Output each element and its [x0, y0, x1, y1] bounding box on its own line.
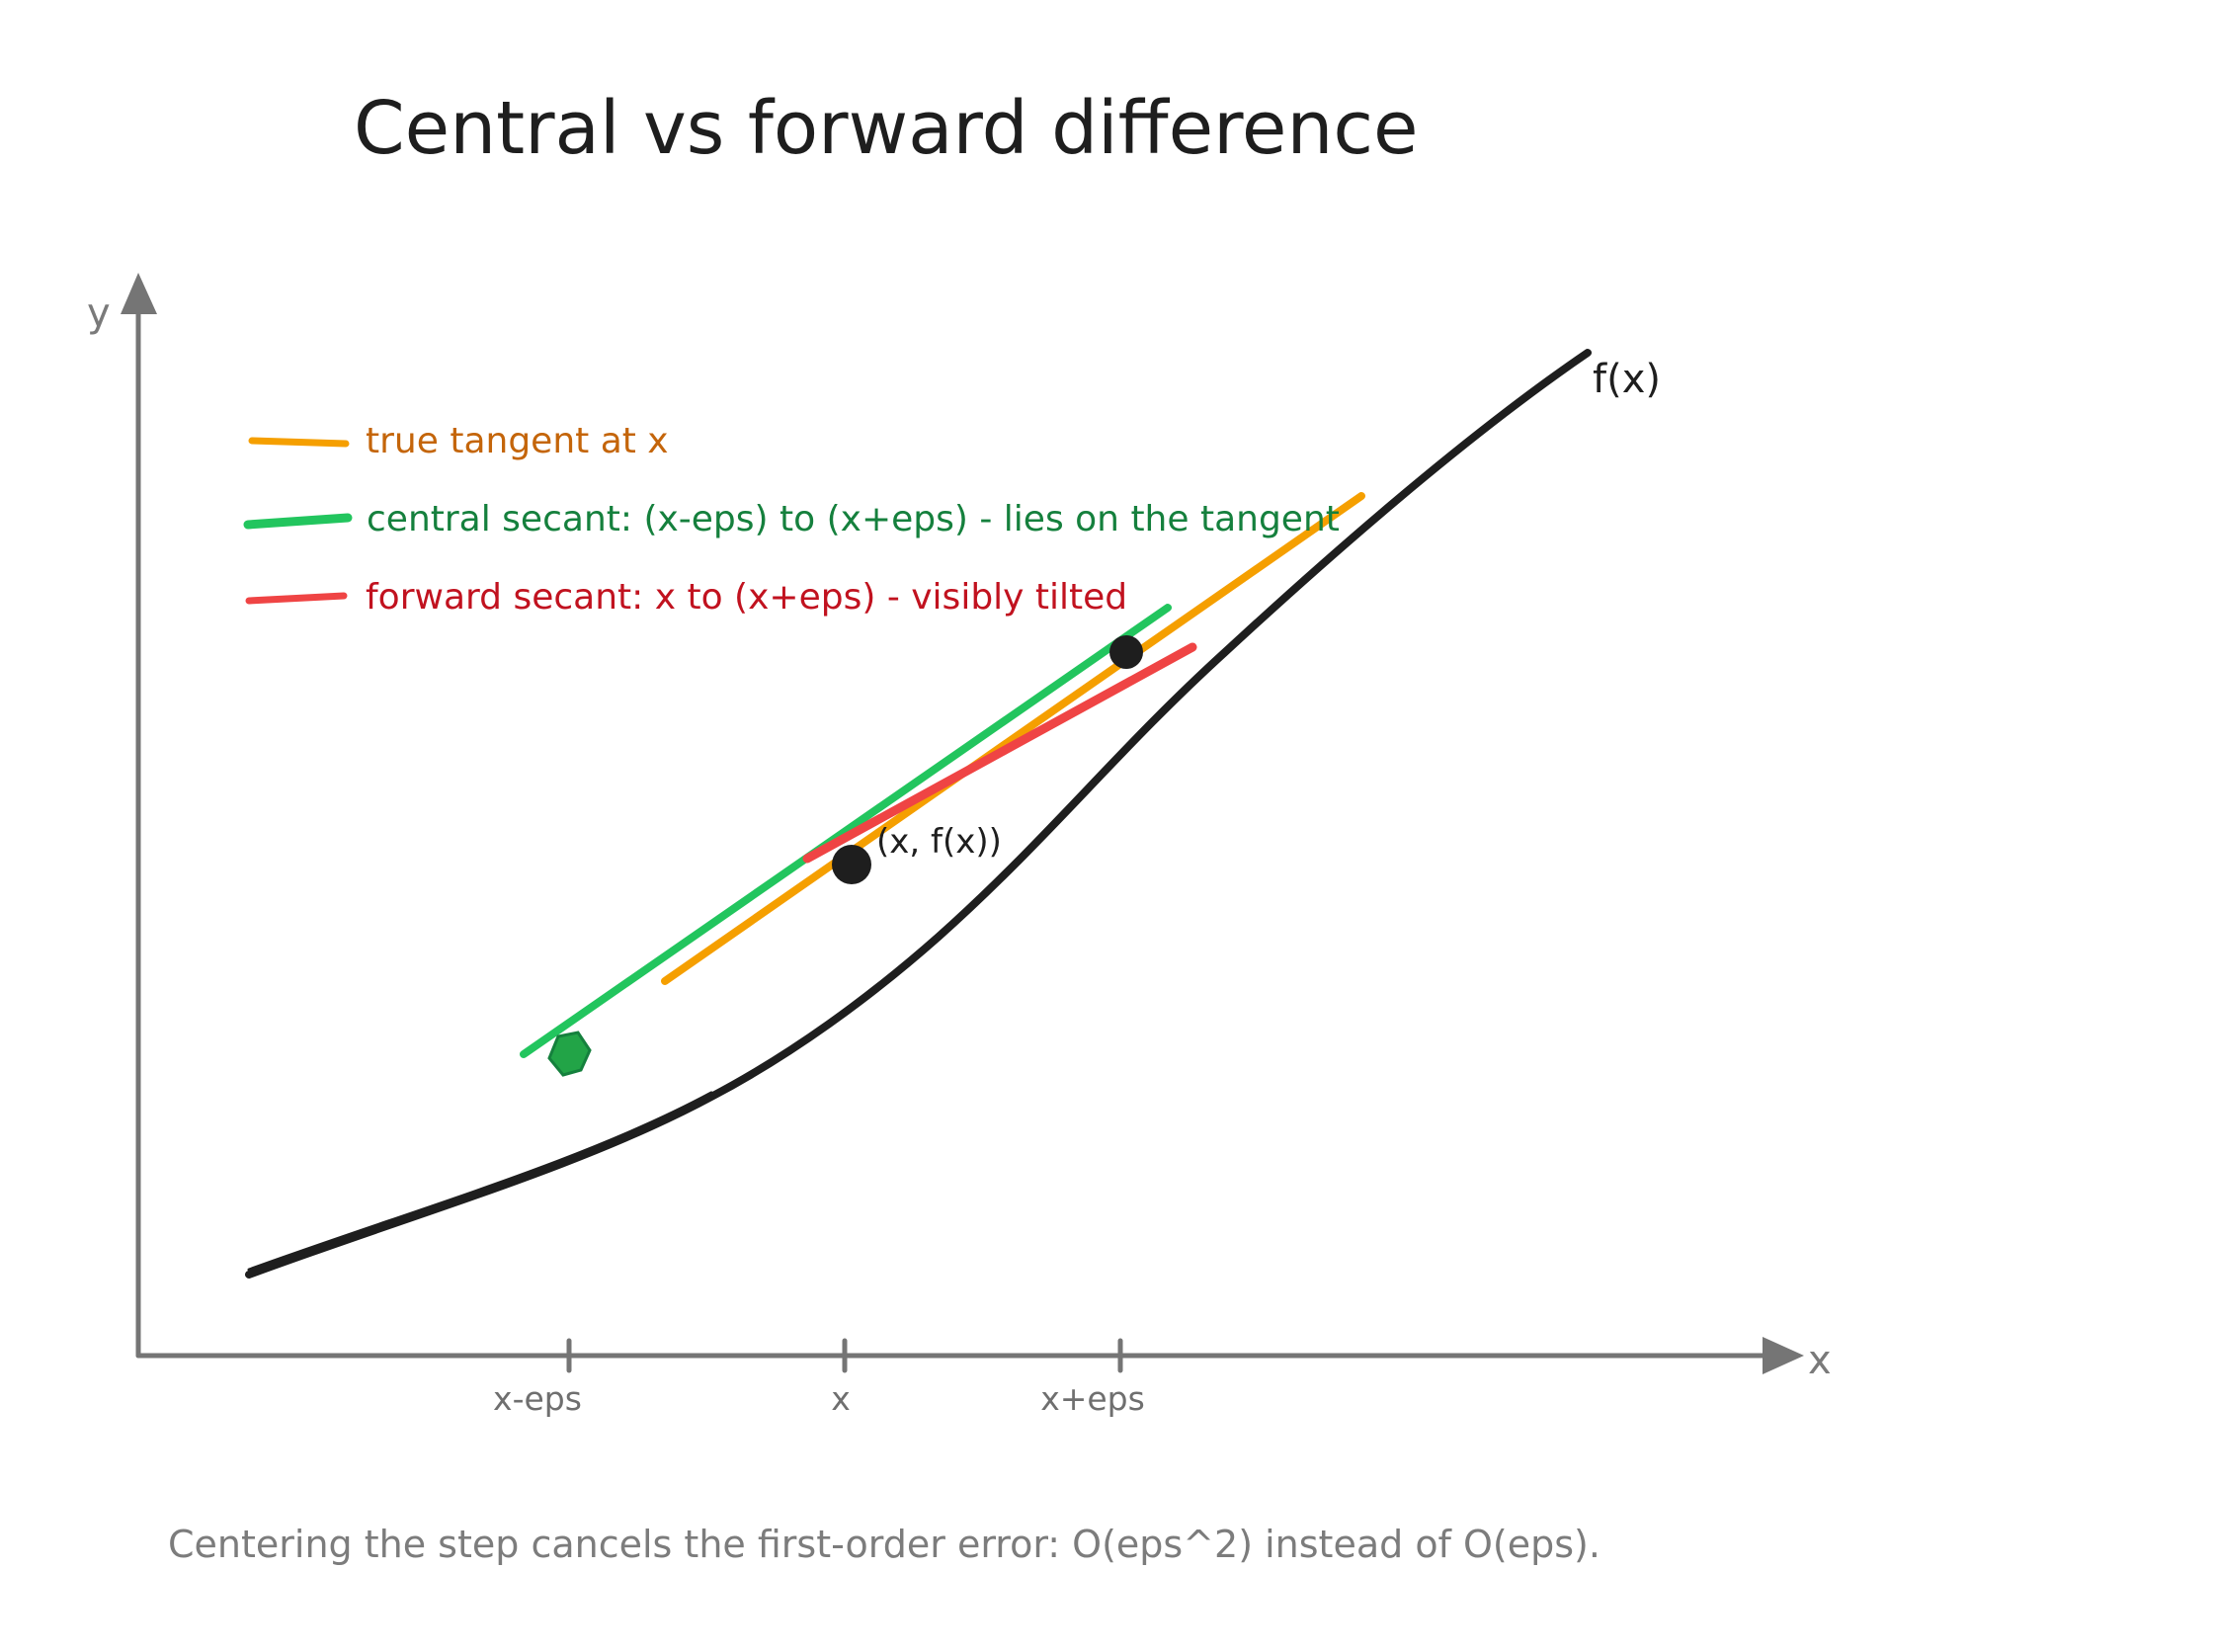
legend: true tangent at x central secant: (x-eps…: [243, 421, 1340, 618]
caption: Centering the step cancels the first-ord…: [168, 1523, 1600, 1566]
y-axis-label: y: [87, 290, 111, 336]
central-secant-line: [520, 604, 1172, 1058]
point-label: (x, f(x)): [876, 822, 1002, 862]
true-tangent-line: [661, 492, 1365, 985]
y-axis-arrow-icon: [121, 273, 157, 314]
point-marker-x: [832, 845, 871, 884]
x-axis-label: x: [1808, 1338, 1832, 1383]
curve-label: f(x): [1593, 357, 1661, 402]
legend-swatch-forward: [245, 592, 348, 605]
x-ticks: x-eps x x+eps: [493, 1338, 1145, 1418]
axes: y x: [87, 273, 1832, 1383]
forward-secant-line: [802, 642, 1197, 864]
diagram-title: Central vs forward difference: [354, 86, 1419, 171]
tick-label-x-plus-eps: x+eps: [1040, 1379, 1145, 1418]
function-curve: [245, 349, 1592, 1279]
central-left-marker-icon: [547, 1031, 592, 1077]
function-curve-sketch-stroke: [247, 1091, 713, 1272]
point-marker-x-plus-eps: [1109, 635, 1143, 669]
x-axis-arrow-icon: [1763, 1337, 1804, 1374]
legend-swatch-central: [243, 513, 353, 530]
legend-swatch-tangent: [248, 437, 350, 448]
tick-label-x: x: [831, 1379, 851, 1418]
legend-label-tangent: true tangent at x: [366, 421, 669, 461]
legend-label-central: central secant: (x-eps) to (x+eps) - lie…: [367, 499, 1340, 539]
legend-label-forward: forward secant: x to (x+eps) - visibly t…: [366, 577, 1127, 618]
tick-label-x-minus-eps: x-eps: [493, 1379, 582, 1418]
